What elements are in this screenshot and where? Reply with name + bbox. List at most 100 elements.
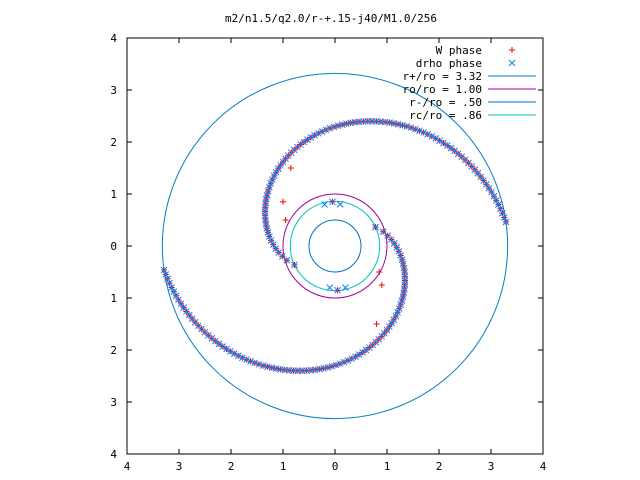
phase-points (160, 117, 510, 375)
drho-phase-point (180, 304, 187, 312)
drho-phase-point (398, 297, 406, 305)
drho-phase-point (400, 289, 408, 297)
w-phase-point (282, 217, 289, 223)
drho-phase-point (172, 292, 180, 300)
drho-phase-point (334, 286, 341, 294)
drho-phase-point (259, 362, 267, 369)
drho-phase-point (291, 261, 298, 269)
drho-phase-point (227, 348, 234, 355)
drho-phase-point (277, 161, 284, 169)
drho-phase-point (326, 124, 334, 132)
x-tick-label: 1 (384, 460, 391, 473)
drho-phase-point (264, 187, 272, 195)
legend-label: ro/ro = 1.00 (403, 83, 482, 96)
drho-phase-point (451, 147, 459, 155)
drho-phase-point (348, 355, 356, 363)
y-tick-label: 2 (110, 344, 117, 357)
drho-phase-point (436, 137, 443, 144)
x-tick-label: 3 (488, 460, 495, 473)
x-tick-label: 2 (228, 460, 235, 473)
drho-phase-point (395, 305, 403, 312)
drho-phase-point (500, 214, 508, 221)
drho-phase-point (497, 205, 504, 213)
drho-phase-point (267, 180, 275, 187)
drho-phase-point (175, 296, 182, 304)
drho-phase-point (344, 357, 352, 364)
drho-phase-point (403, 123, 411, 130)
drho-phase-point (270, 172, 278, 180)
drho-phase-point (359, 349, 366, 356)
drho-phase-point (243, 356, 250, 363)
drho-phase-point (352, 353, 359, 361)
y-tick-label: 3 (110, 84, 117, 97)
radius-circle (308, 219, 362, 273)
drho-phase-point (307, 134, 315, 141)
drho-phase-point (264, 229, 272, 236)
w-phase-point (280, 198, 286, 205)
drho-phase-point (211, 337, 219, 345)
drho-phase-point (393, 243, 401, 251)
y-tick-label: 1 (110, 292, 117, 305)
drho-phase-point (265, 183, 273, 191)
legend-marker-plus (509, 47, 515, 53)
drho-phase-point (338, 121, 346, 128)
y-tick-label: 2 (110, 136, 117, 149)
x-tick-label: 4 (124, 460, 131, 473)
drho-phase-point (398, 256, 406, 263)
w-phase-point (378, 282, 385, 288)
drho-phase-point (407, 124, 415, 132)
drho-phase-point (488, 188, 495, 196)
drho-phase-point (399, 121, 406, 129)
drho-phase-point (264, 363, 271, 371)
drho-phase-point (372, 223, 379, 231)
w-phase-point (287, 165, 294, 171)
drho-phase-point (324, 364, 332, 371)
drho-phase-point (168, 284, 175, 291)
drho-phase-point (336, 201, 344, 208)
drho-phase-point (495, 201, 502, 208)
drho-phase-point (424, 130, 432, 138)
drho-phase-point (251, 359, 259, 367)
drho-phase-point (492, 196, 500, 204)
drho-phase-point (275, 249, 283, 256)
radius-circles (161, 72, 509, 420)
drho-phase-point (447, 144, 455, 152)
drho-phase-point (428, 132, 436, 140)
drho-phase-point (230, 350, 238, 357)
drho-phase-point (386, 323, 393, 331)
drho-phase-point (266, 233, 273, 240)
w-phase-point (373, 321, 380, 327)
drho-phase-point (399, 293, 407, 301)
drho-phase-point (263, 191, 271, 199)
drho-phase-point (483, 180, 490, 188)
drho-phase-point (269, 176, 276, 183)
x-tick-label: 2 (436, 460, 443, 473)
y-tick-label: 4 (110, 448, 117, 461)
drho-phase-point (366, 344, 373, 351)
y-tick-label: 4 (110, 32, 117, 45)
drho-phase-point (387, 236, 395, 243)
drho-phase-point (477, 173, 485, 181)
drho-phase-point (392, 312, 400, 320)
drho-phase-point (238, 354, 246, 362)
drho-phase-point (164, 275, 171, 283)
drho-phase-point (262, 195, 270, 203)
legend-label: r+/ro = 3.32 (403, 70, 482, 83)
drho-phase-point (355, 351, 363, 358)
drho-phase-point (334, 122, 342, 130)
drho-phase-point (362, 346, 370, 354)
legend-marker-cross (508, 59, 516, 67)
drho-phase-point (272, 168, 280, 176)
drho-phase-point (326, 284, 334, 291)
drho-phase-point (234, 352, 242, 360)
drho-phase-point (416, 127, 423, 135)
legend-label: W phase (436, 44, 482, 57)
y-tick-label: 1 (110, 188, 117, 201)
drho-phase-point (411, 125, 419, 133)
drho-phase-point (185, 311, 193, 319)
drho-phase-point (329, 198, 336, 206)
drho-phase-point (274, 165, 282, 173)
drho-phase-point (183, 308, 190, 315)
drho-phase-point (219, 343, 227, 350)
legend-label: drho phase (416, 57, 482, 70)
